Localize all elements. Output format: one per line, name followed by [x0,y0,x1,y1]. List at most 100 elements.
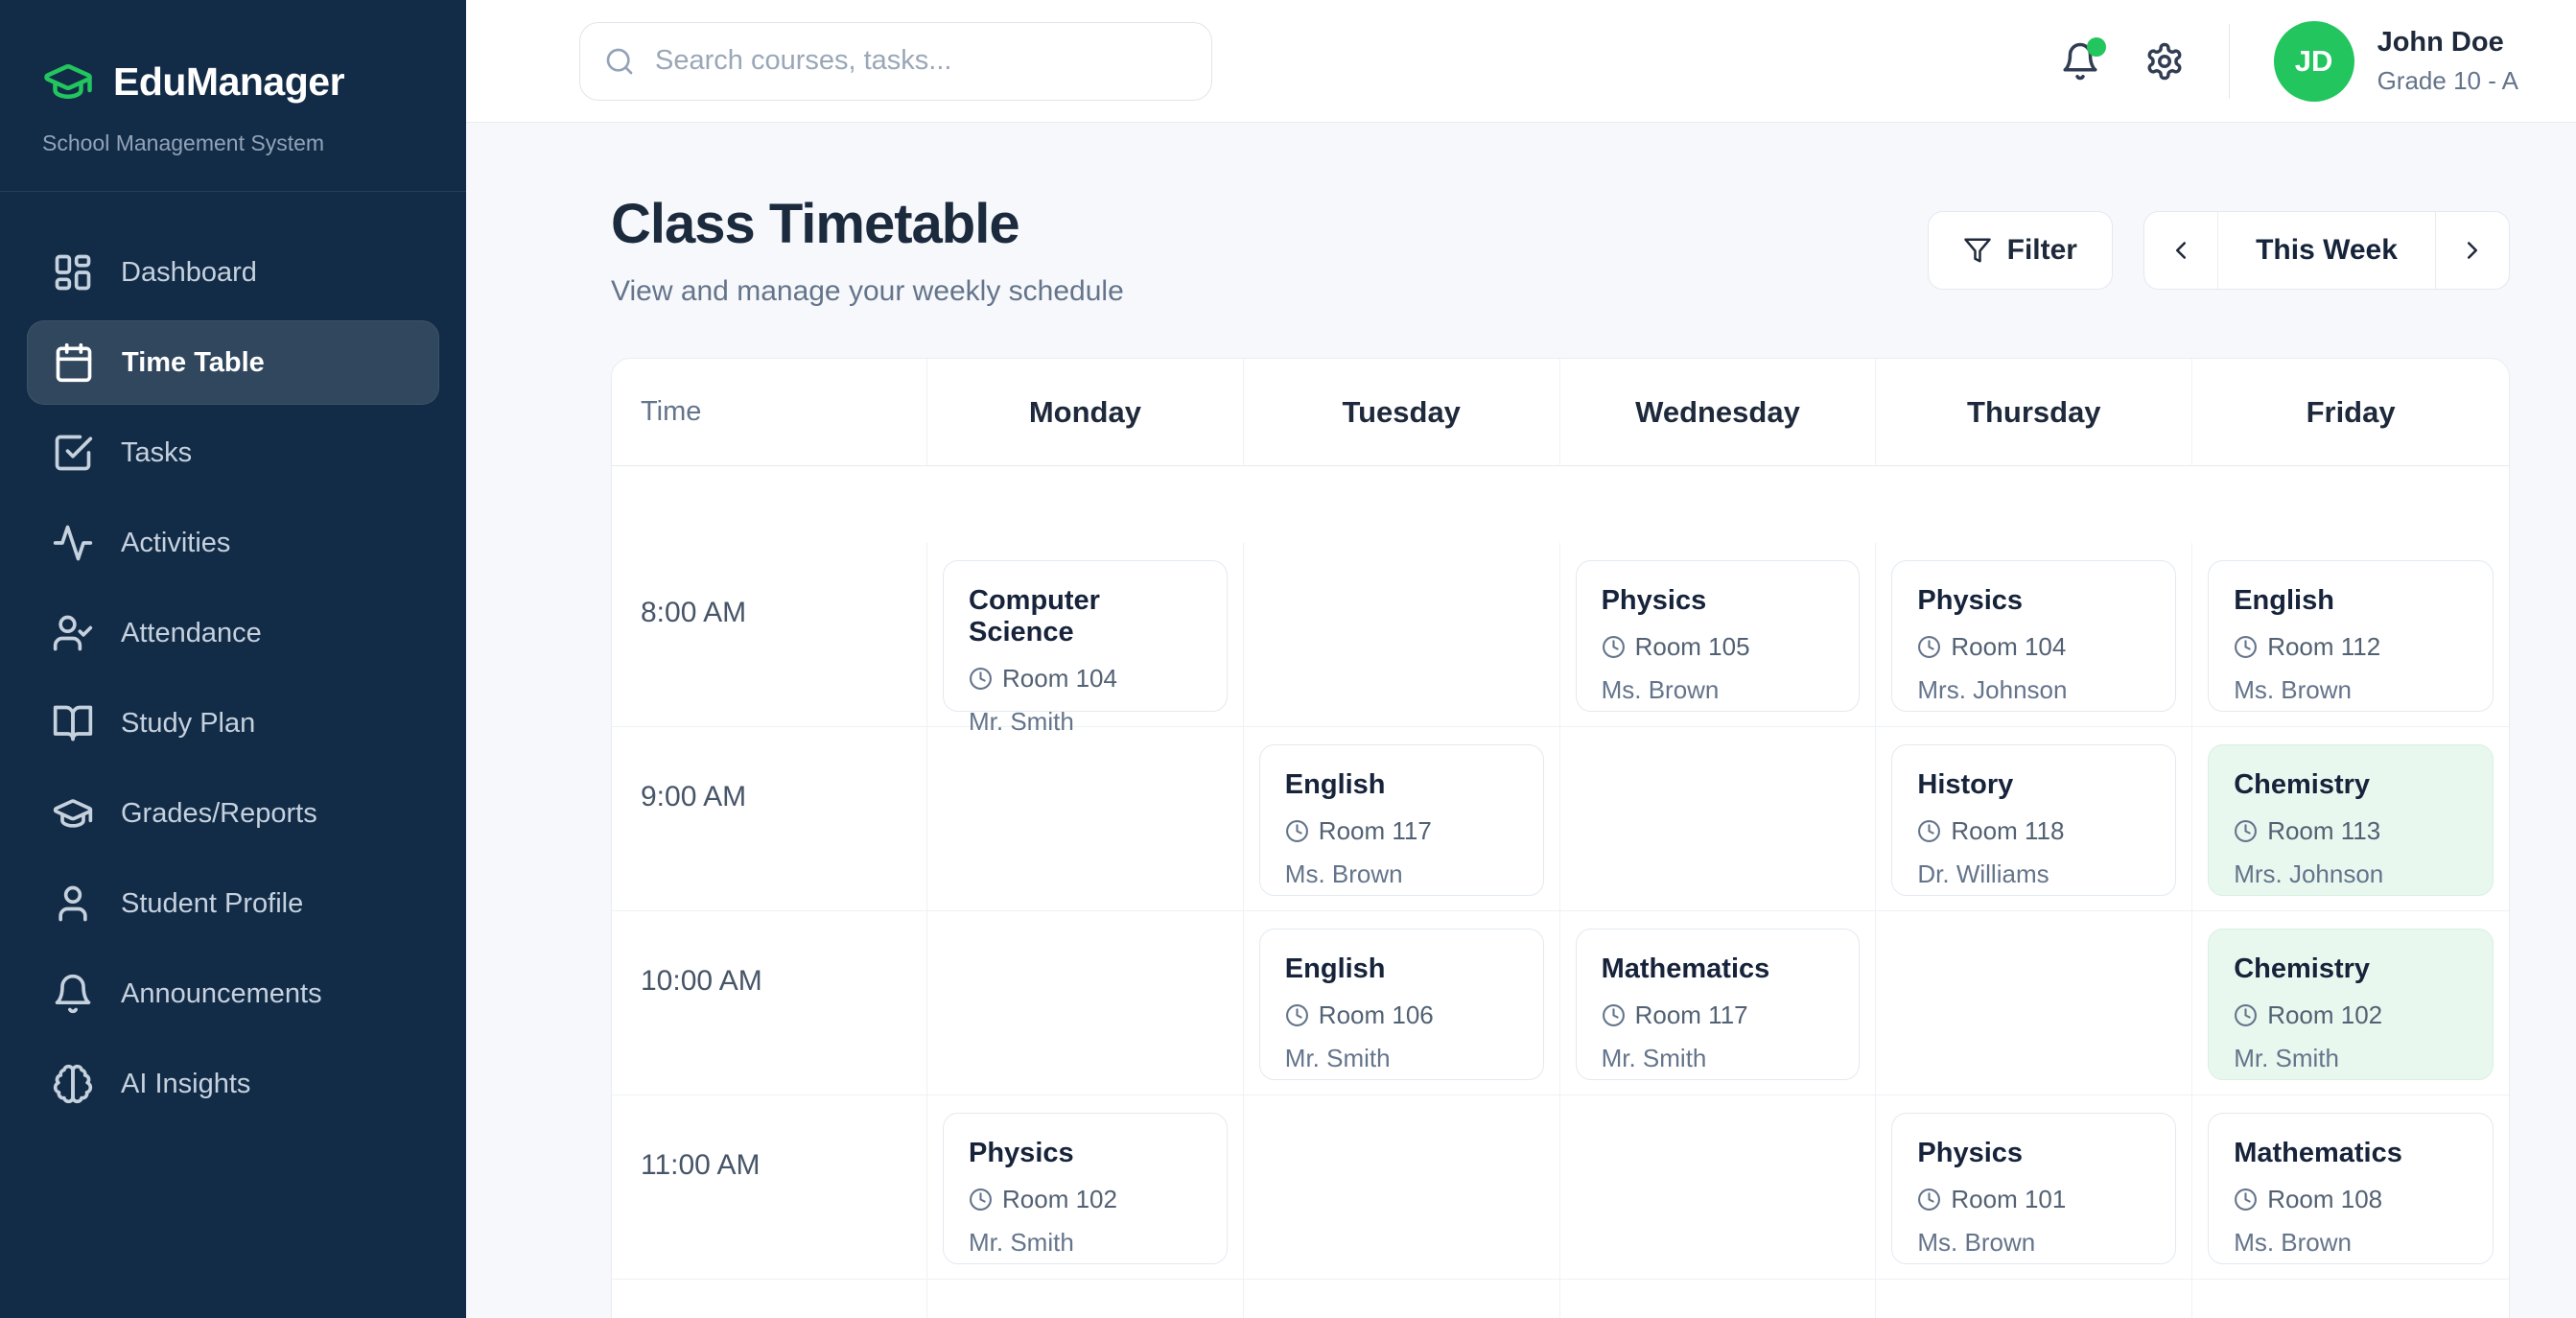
class-card[interactable]: Chemistry Room 113 Mrs. Johnson [2208,744,2494,896]
sidebar-item-dashboard[interactable]: Dashboard [27,230,439,315]
page-title: Class Timetable [611,193,1020,255]
class-subject: Physics [1917,1138,2024,1168]
timetable-cell [1876,1280,2193,1318]
class-card[interactable]: Mathematics Room 108 Ms. Brown [2208,1113,2494,1264]
class-subject: Chemistry [2234,769,2371,800]
class-card[interactable]: English Room 112 Ms. Brown [2208,560,2494,712]
class-teacher: Dr. Williams [1917,859,2049,888]
class-card[interactable]: Physics Room 102 Mr. Smith [943,1113,1228,1264]
timetable-cell: Physics Room 102 Mr. Smith [927,1095,1244,1280]
user-name: John Doe [2377,26,2504,58]
sidebar-item-announcements[interactable]: Announcements [27,952,439,1036]
class-card[interactable]: Chemistry Room 102 Mr. Smith [2208,929,2494,1080]
sidebar-item-grades-reports[interactable]: Grades/Reports [27,771,439,856]
book-open-icon [52,702,94,744]
next-week-button[interactable] [2436,212,2509,289]
sidebar-item-student-profile[interactable]: Student Profile [27,861,439,946]
class-teacher: Mr. Smith [969,707,1074,736]
timetable-cell: Computer Science Room 104 Mr. Smith [927,543,1244,736]
week-separator [2217,211,2218,289]
timetable-cell [1243,1095,1560,1280]
class-room: Room 104 [1002,664,1117,693]
sidebar-item-attendance[interactable]: Attendance [27,591,439,675]
timetable-cell [1559,1095,1877,1280]
clock-icon [969,1188,993,1212]
clock-icon [1917,819,1941,843]
class-teacher: Ms. Brown [2234,675,2352,704]
previous-week-button[interactable] [2144,212,2217,289]
timetable-cell: Chemistry Room 113 Mrs. Johnson [2192,727,2509,911]
timetable-cell: Physics Room 101 Ms. Brown [1876,1095,2193,1280]
class-room: Room 117 [1634,1000,1748,1029]
filter-button[interactable]: Filter [1927,210,2113,290]
sidebar-item-tasks[interactable]: Tasks [27,411,439,495]
class-subject: English [1284,769,1386,800]
sidebar-item-label: Tasks [121,436,193,468]
timetable-cell [927,1280,1244,1318]
class-room: Room 112 [2267,632,2381,661]
user-grade: Grade 10 - A [2377,65,2518,95]
clock-icon [2234,1003,2258,1027]
user-icon [52,883,94,925]
logo-block: EduManager School Management System [0,0,466,192]
topbar-divider [2228,23,2230,99]
timetable-cell [927,911,1244,1095]
class-teacher: Ms. Brown [1601,675,1720,704]
class-card[interactable]: Mathematics Room 117 Mr. Smith [1575,929,1861,1080]
sidebar-nav: Dashboard Time Table Tasks Activities Attend… [0,192,466,1170]
class-card[interactable]: Computer Science Room 104 Mr. Smith [943,560,1228,736]
timetable-card: Time Monday Tuesday Wednesday Thursday Friday… [611,358,2510,1318]
class-card[interactable]: English Room 117 Ms. Brown [1258,744,1544,896]
notifications-button[interactable] [2060,36,2106,82]
timetable-cell: English Room 106 Mr. Smith [1243,911,1560,1095]
timetable-time-label: 12:00 PM [612,1280,927,1318]
timetable-cell [1876,911,2193,1095]
sidebar-item-label: Activities [121,527,231,558]
week-label: This Week [2256,233,2398,266]
timetable-cell: Mathematics Room 108 Ms. Brown [2192,1095,2509,1280]
sidebar-item-label: Dashboard [121,256,257,288]
settings-button[interactable] [2144,41,2185,82]
sidebar-item-study-plan[interactable]: Study Plan [27,681,439,765]
timetable-cell [1243,543,1560,727]
timetable-time-label: 11:00 AM [612,1095,927,1280]
sidebar-item-activities[interactable]: Activities [27,501,439,585]
gear-icon [2144,41,2185,82]
class-teacher: Mr. Smith [969,1228,1074,1257]
app-subtitle: School Management System [42,130,325,155]
graduation-cap-icon [42,56,94,107]
timetable-cell [927,727,1244,911]
class-subject: Computer Science [969,585,1100,647]
filter-label: Filter [2006,233,2077,266]
class-room: Room 117 [1318,816,1432,845]
sidebar-item-ai-insights[interactable]: AI Insights [27,1042,439,1126]
class-card[interactable]: History Room 118 Dr. Williams [1891,744,2177,896]
class-subject: History [1917,769,2014,800]
class-room: Room 106 [1318,1000,1434,1029]
sidebar-item-time-table[interactable]: Time Table [27,320,439,405]
tasks-icon [52,432,94,474]
graduation-cap-icon [52,792,94,835]
class-card[interactable]: Physics Room 101 Ms. Brown [1891,1113,2177,1264]
class-room: Room 118 [1951,816,2065,845]
timetable-cell: History Room 118 Dr. Williams [1876,727,2193,911]
timetable-header-day: Tuesday [1243,359,1560,466]
timetable-header-day: Monday [927,359,1244,466]
user-menu[interactable]: JD John Doe Grade 10 - A [2273,20,2518,102]
class-card[interactable]: English Room 106 Mr. Smith [1258,929,1544,1080]
content: Class Timetable View and manage your wee… [466,123,2576,1318]
class-card[interactable]: Physics Room 105 Ms. Brown [1575,560,1861,712]
timetable-cell [1559,727,1877,911]
class-room: Room 101 [1951,1185,2067,1213]
clock-icon [1917,635,1941,659]
class-card[interactable]: Physics Room 104 Mrs. Johnson [1891,560,2177,712]
search-input[interactable] [579,21,1212,101]
week-separator [2435,211,2436,289]
clock-icon [969,667,993,691]
timetable-cell: Physics Room 105 Ms. Brown [1559,543,1877,727]
timetable-header-day: Wednesday [1559,359,1877,466]
class-teacher: Mrs. Johnson [2234,859,2384,888]
clock-icon [1285,819,1309,843]
app-title: EduManager [113,59,345,104]
clock-icon [1285,1003,1309,1027]
